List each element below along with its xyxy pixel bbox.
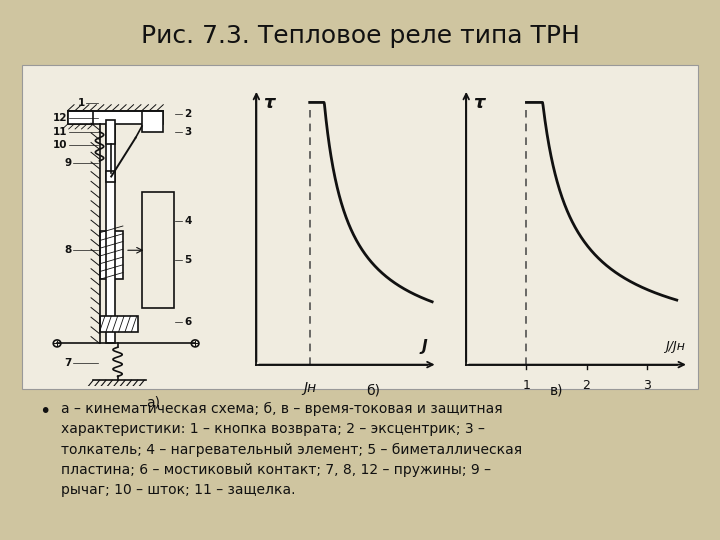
Text: а – кинематическая схема; б, в – время-токовая и защитная
характеристики: 1 – кн: а – кинематическая схема; б, в – время-т…: [61, 402, 522, 497]
Circle shape: [53, 340, 61, 347]
Bar: [99, 316, 138, 332]
Ellipse shape: [148, 260, 166, 272]
Text: •: •: [40, 402, 51, 421]
Bar: [99, 231, 123, 279]
Text: 10: 10: [53, 140, 68, 151]
Text: 3: 3: [184, 127, 192, 137]
Text: 2: 2: [582, 379, 590, 393]
Text: 5: 5: [184, 255, 192, 265]
Ellipse shape: [148, 226, 166, 239]
Bar: [106, 120, 115, 144]
Text: 6: 6: [184, 317, 192, 327]
Text: б): б): [366, 383, 381, 397]
Text: 1: 1: [523, 379, 531, 393]
Circle shape: [192, 340, 199, 347]
Bar: [68, 111, 163, 124]
Text: J/Jн: J/Jн: [665, 340, 685, 353]
Text: τ: τ: [263, 94, 274, 112]
Text: Рис. 7.3. Тепловое реле типа ТРН: Рис. 7.3. Тепловое реле типа ТРН: [140, 24, 580, 48]
Text: 8: 8: [65, 245, 72, 255]
Ellipse shape: [148, 243, 166, 255]
Bar: [68, 111, 93, 124]
Text: 7: 7: [65, 358, 72, 368]
Bar: [106, 171, 115, 183]
Bar: [142, 192, 174, 308]
Text: Jн: Jн: [303, 381, 316, 395]
Ellipse shape: [148, 210, 166, 222]
Text: 3: 3: [643, 379, 651, 393]
Bar: [106, 124, 115, 343]
Text: τ: τ: [474, 94, 485, 112]
Ellipse shape: [148, 293, 166, 305]
Ellipse shape: [148, 276, 166, 288]
Text: 1: 1: [78, 98, 85, 108]
Text: а): а): [145, 396, 160, 410]
Text: J: J: [421, 339, 427, 354]
Text: 12: 12: [53, 113, 68, 123]
Bar: [142, 111, 163, 132]
Text: 11: 11: [53, 127, 68, 137]
Text: 9: 9: [65, 158, 72, 168]
Text: в): в): [549, 383, 563, 397]
Text: 2: 2: [184, 110, 192, 119]
Text: 4: 4: [184, 216, 192, 226]
